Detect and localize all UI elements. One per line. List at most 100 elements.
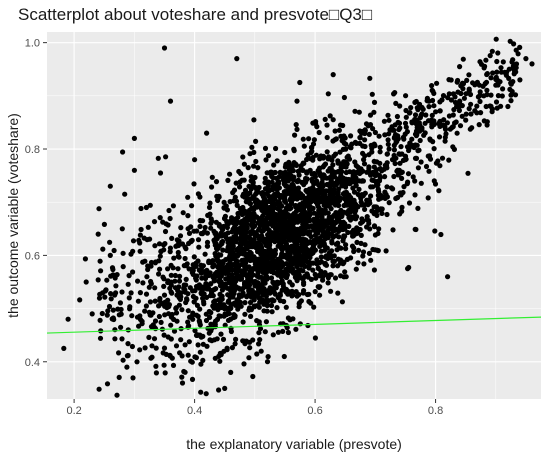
scatter-point [102, 294, 108, 300]
scatter-point [198, 361, 204, 367]
scatter-point [355, 227, 361, 233]
scatter-point [301, 240, 307, 246]
scatter-point [97, 258, 103, 264]
scatter-point [344, 210, 350, 216]
scatter-point [312, 174, 318, 180]
scatter-point [304, 291, 310, 298]
scatter-point [131, 167, 137, 173]
scatter-point [384, 151, 390, 157]
scatter-point [112, 327, 118, 333]
scatter-point [107, 183, 113, 189]
scatter-point [489, 109, 495, 115]
scatter-point [151, 336, 158, 342]
scatter-point [173, 310, 180, 316]
scatter-point [185, 352, 191, 358]
scatter-point [423, 112, 429, 118]
scatter-point [274, 190, 281, 196]
scatter-point [466, 72, 472, 78]
scatter-point [279, 209, 285, 215]
scatter-point [428, 117, 435, 123]
scatter-point [130, 248, 136, 254]
scatter-point [243, 229, 250, 235]
scatter-point [290, 168, 296, 174]
scatter-point [119, 289, 125, 295]
scatter-point [272, 182, 278, 188]
scatter-point [343, 159, 349, 165]
scatter-point [186, 339, 192, 345]
scatter-point [310, 154, 316, 161]
scatter-point [185, 194, 191, 200]
scatter-point [445, 274, 451, 280]
scatter-point [302, 273, 308, 279]
scatter-point [311, 137, 317, 143]
scatter-point [230, 294, 236, 300]
scatter-point [247, 190, 253, 196]
scatter-point [510, 65, 516, 72]
scatter-point [182, 342, 188, 348]
scatter-point [202, 251, 208, 257]
scatter-point [246, 207, 253, 213]
scatter-point [406, 264, 412, 271]
scatter-point [127, 306, 133, 312]
scatter-point [481, 93, 487, 99]
scatter-point [295, 236, 301, 243]
scatter-point [157, 253, 163, 259]
scatter-point [386, 131, 392, 137]
scatter-point [394, 113, 400, 120]
scatter-point [469, 125, 475, 131]
scatter-point [261, 308, 267, 314]
scatter-point [448, 77, 454, 83]
scatter-point [414, 119, 421, 125]
scatter-point [292, 219, 298, 225]
scatter-point [433, 109, 439, 115]
scatter-point [96, 295, 103, 301]
scatter-point [512, 92, 519, 98]
scatter-point [331, 258, 337, 264]
scatter-point [505, 103, 511, 110]
scatter-point [240, 236, 246, 243]
scatter-point [367, 226, 373, 232]
scatter-point [212, 251, 218, 257]
scatter-point [237, 276, 244, 282]
scatter-point [170, 362, 177, 368]
scatter-point [254, 197, 260, 203]
scatter-point [110, 266, 116, 273]
scatter-point [118, 306, 124, 313]
scatter-point [130, 238, 137, 244]
scatter-point [167, 249, 173, 255]
scatter-point [413, 226, 419, 233]
scatter-point [293, 232, 299, 238]
scatter-point [165, 222, 171, 228]
scatter-point [175, 266, 181, 272]
scatter-point [185, 226, 191, 232]
scatter-point [353, 208, 359, 214]
scatter-point [335, 169, 341, 175]
scatter-point [412, 192, 418, 198]
scatter-point [327, 113, 333, 119]
scatter-point [152, 298, 158, 304]
scatter-point [335, 160, 341, 166]
scatter-point [312, 220, 318, 227]
scatter-point [418, 180, 424, 186]
scatter-point [140, 280, 146, 286]
regression-line [46, 316, 542, 334]
scatter-point [341, 181, 347, 187]
scatter-point [138, 205, 144, 212]
scatter-point [243, 272, 250, 278]
scatter-point [409, 136, 415, 142]
scatter-point [283, 304, 289, 310]
scatter-point [325, 155, 331, 161]
scatter-point [300, 262, 306, 268]
scatter-point [307, 240, 313, 246]
scatter-point [318, 259, 324, 265]
scatter-point [203, 272, 209, 278]
scatter-point [174, 242, 180, 249]
scatter-point [226, 298, 232, 304]
scatter-point [142, 308, 148, 314]
scatter-point [384, 211, 390, 218]
scatter-point [105, 308, 111, 314]
scatter-point [305, 199, 311, 205]
scatter-point [170, 203, 176, 209]
scatter-point [409, 120, 415, 126]
scatter-point [239, 261, 245, 267]
